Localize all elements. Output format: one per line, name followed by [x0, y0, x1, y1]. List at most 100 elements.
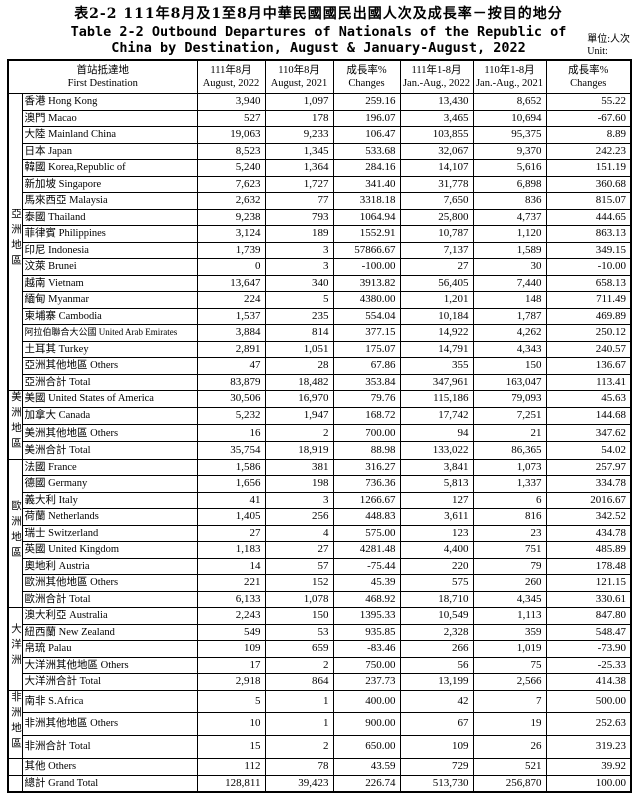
value-cell: 19: [472, 712, 547, 737]
table-header: 首站抵達地 First Destination 111年8月 August, 2…: [7, 59, 632, 94]
value-cell: 353.84: [332, 373, 401, 391]
value-cell: 468.92: [332, 590, 401, 608]
value-cell: 148: [472, 291, 547, 309]
value-cell: 30,506: [196, 389, 266, 409]
value-cell: 711.49: [545, 291, 632, 309]
value-cell: 815.07: [545, 192, 632, 210]
value-cell: 252.63: [545, 712, 632, 737]
value-cell: 3,465: [399, 109, 474, 127]
value-cell: 103,855: [399, 126, 474, 144]
value-cell: 1,019: [472, 640, 547, 658]
value-cell: 17: [196, 656, 266, 674]
value-cell: 7,251: [472, 407, 547, 426]
table-row: 其他 Others 112 78 43.59 729 521 39.92: [7, 758, 632, 776]
value-cell: 77: [264, 192, 334, 210]
page-title-english-line1: Table 2-2 Outbound Departures of Nationa…: [70, 24, 567, 40]
value-cell: 27: [264, 541, 334, 559]
value-cell: 4,343: [472, 340, 547, 358]
value-cell: 1,586: [196, 458, 266, 476]
table-row: 亞洲合計 Total 83,879 18,482 353.84 347,961 163,0…: [8, 373, 632, 391]
value-cell: 349.15: [545, 241, 632, 259]
value-cell: 56: [399, 656, 474, 674]
value-cell: 1,947: [264, 407, 334, 426]
value-cell: 18,919: [264, 441, 334, 460]
destination-cell: 荷蘭 Netherlands: [21, 508, 198, 526]
destination-cell: 非洲其他地區 Others: [21, 712, 198, 737]
destination-cell: 美洲合計 Total: [21, 441, 198, 460]
table-row: 瑞士 Switzerland 27 4 575.00 123 23 434.78: [8, 524, 632, 542]
table-row: 緬甸 Myanmar 224 5 4380.00 1,201 148 711.49: [8, 291, 632, 309]
value-cell: 242.23: [545, 142, 632, 160]
value-cell: 2,632: [196, 192, 266, 210]
value-cell: 1552.91: [332, 225, 401, 243]
table-row: 新加坡 Singapore 7,623 1,727 341.40 31,778 6,898…: [8, 175, 632, 193]
unit-label-english: Unit:: [587, 46, 608, 57]
table-row: 土耳其 Turkey 2,891 1,051 175.07 14,791 4,343 240…: [8, 340, 632, 358]
value-cell: 14,922: [399, 324, 474, 342]
region-group-cell: 亞洲地區: [7, 93, 23, 391]
value-cell: 9,238: [196, 208, 266, 226]
value-cell: 527: [196, 109, 266, 127]
value-cell: 16,970: [264, 389, 334, 409]
col-header-janaug-2021-en: Jan.-Aug., 2021: [475, 78, 544, 89]
destination-cell: 越南 Vietnam: [21, 274, 198, 292]
value-cell: 1,656: [196, 475, 266, 493]
table-row: 越南 Vietnam 13,647 340 3913.82 56,405 7,440 658…: [8, 274, 632, 292]
table-row: 歐洲合計 Total 6,133 1,078 468.92 18,710 4,345 330…: [8, 590, 632, 608]
value-cell: 3,940: [196, 93, 266, 111]
value-cell: 434.78: [545, 524, 632, 542]
value-cell: 4,262: [472, 324, 547, 342]
value-cell: 549: [196, 623, 266, 641]
value-cell: 178.48: [545, 557, 632, 575]
region-group-label: 非洲地區: [10, 690, 21, 753]
table-row: 日本 Japan 8,523 1,345 533.68 32,067 9,370 242.2…: [8, 142, 632, 160]
value-cell: 360.68: [545, 175, 632, 193]
col-header-changes-cumulative: 成長率% Changes: [545, 59, 632, 94]
table-row: 荷蘭 Netherlands 1,405 256 448.83 3,611 816 342.…: [8, 508, 632, 526]
value-cell: 1,183: [196, 541, 266, 559]
value-cell: 1,589: [472, 241, 547, 259]
value-cell: 4281.48: [332, 541, 401, 559]
destination-cell: 加拿大 Canada: [21, 407, 198, 426]
table-row: 大陸 Mainland China 19,063 9,233 106.47 103,85…: [8, 126, 632, 144]
value-cell: 334.78: [545, 475, 632, 493]
value-cell: 25,800: [399, 208, 474, 226]
value-cell: 26: [472, 735, 547, 759]
value-cell: 30: [472, 258, 547, 276]
value-cell: 5: [196, 689, 266, 714]
outbound-departures-table: 首站抵達地 First Destination 111年8月 August, 2…: [7, 59, 633, 793]
value-cell: 316.27: [332, 458, 401, 476]
value-cell: 100.00: [545, 774, 632, 793]
value-cell: 3: [264, 241, 334, 259]
value-cell: 650.00: [332, 735, 401, 759]
value-cell: 86,365: [472, 441, 547, 460]
value-cell: 658.13: [545, 274, 632, 292]
value-cell: 2: [264, 735, 334, 759]
value-cell: 53: [264, 623, 334, 641]
region-group-cell: 非洲地區: [7, 689, 23, 759]
value-cell: 4,400: [399, 541, 474, 559]
value-cell: -25.33: [545, 656, 632, 674]
value-cell: 256: [264, 508, 334, 526]
value-cell: 485.89: [545, 541, 632, 559]
destination-cell: 瑞士 Switzerland: [21, 524, 198, 542]
value-cell: 793: [264, 208, 334, 226]
destination-cell: 菲律賓 Philippines: [21, 225, 198, 243]
value-cell: 57: [264, 557, 334, 575]
table-row: 美洲其他地區 Others 16 2 700.00 94 21 347.62: [8, 424, 632, 443]
value-cell: 16: [196, 424, 266, 443]
value-cell: 14,107: [399, 159, 474, 177]
col-header-changes-cumulative-en: Changes: [570, 78, 607, 89]
table-row: 馬來西亞 Malaysia 2,632 77 3318.18 7,650 836 815.0…: [8, 192, 632, 210]
value-cell: 414.38: [545, 673, 632, 691]
value-cell: 444.65: [545, 208, 632, 226]
value-cell: 47: [196, 357, 266, 375]
value-cell: -10.00: [545, 258, 632, 276]
value-cell: 221: [196, 574, 266, 592]
col-header-august-2021-en: August, 2021: [270, 78, 328, 89]
value-cell: 400.00: [332, 689, 401, 714]
value-cell: 237.73: [332, 673, 401, 691]
col-header-changes-month-zh: 成長率%: [346, 65, 387, 76]
value-cell: 814: [264, 324, 334, 342]
region-group-cell: 歐洲地區: [7, 458, 23, 608]
